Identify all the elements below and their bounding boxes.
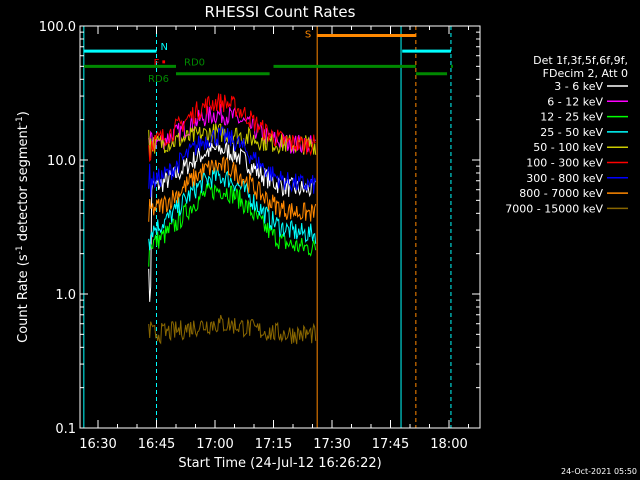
legend-entry-label: 50 - 100 keV xyxy=(533,141,603,154)
x-tick-label: 17:30 xyxy=(313,437,350,452)
series-layer xyxy=(148,93,317,345)
y-tick-label: 0.1 xyxy=(55,422,76,437)
legend-entry-label: 6 - 12 keV xyxy=(547,95,603,108)
legend-entry-label: 300 - 800 keV xyxy=(526,172,603,185)
flag-label-S: S xyxy=(305,29,311,40)
y-axis-label-part: detector segment xyxy=(16,125,31,245)
series-line-6 xyxy=(148,126,317,198)
flag-label-RD6: RD6 xyxy=(148,74,169,85)
vertical-markers xyxy=(83,26,452,428)
legend-entry-label: 7000 - 15000 keV xyxy=(505,202,603,215)
y-axis-label-part: Count Rate (s xyxy=(16,254,31,343)
y-axis-label-part: ) xyxy=(16,111,31,116)
series-line-0 xyxy=(148,140,317,302)
x-axis-label: Start Time (24-Jul-12 16:26:22) xyxy=(178,456,381,471)
legend-entry-label: 25 - 50 keV xyxy=(540,126,603,139)
flag-layer: N S F RD0 RD6 xyxy=(83,29,453,85)
y-axis-label-part: -1 xyxy=(15,116,25,125)
legend-entry-label: 12 - 25 keV xyxy=(540,111,603,124)
legend-title-line: FDecim 2, Att 0 xyxy=(543,67,628,80)
series-line-2 xyxy=(148,182,317,267)
timestamp: 24-Oct-2021 05:50 xyxy=(561,467,637,476)
y-tick-label: 1.0 xyxy=(55,288,76,303)
flag-label-F: F xyxy=(154,58,160,69)
flag-label-N: N xyxy=(161,42,168,53)
x-axis: 16:30 16:45 17:00 17:15 17:30 17:45 18:00 xyxy=(79,26,469,452)
chart-title: RHESSI Count Rates xyxy=(205,3,356,21)
y-tick-label: 10.0 xyxy=(47,154,76,169)
plot-frame xyxy=(79,25,481,429)
series-line-5 xyxy=(148,93,316,163)
legend-title-line: Det 1f,3f,5f,6f,9f, xyxy=(533,54,628,67)
x-tick-label: 17:45 xyxy=(372,437,409,452)
x-tick-label: 17:15 xyxy=(255,437,292,452)
x-tick-label: 16:30 xyxy=(79,437,116,452)
series-line-8 xyxy=(148,314,317,345)
legend-entry-label: 800 - 7000 keV xyxy=(519,187,603,200)
legend-entry-label: 3 - 6 keV xyxy=(554,80,603,93)
y-tick-label: 100.0 xyxy=(39,20,76,35)
y-axis-label: Count Rate (s-1 detector segment-1) xyxy=(15,111,31,343)
plot-area: N S F RD0 RD6 xyxy=(83,26,453,428)
flag-label-RD0: RD0 xyxy=(184,57,205,68)
y-axis-label-part: -1 xyxy=(15,245,25,254)
y-axis: 0.1 1.0 10.0 100.0 xyxy=(39,20,480,437)
x-tick-label: 18:00 xyxy=(430,437,467,452)
series-line-7 xyxy=(148,156,317,222)
legend: Det 1f,3f,5f,6f,9f,FDecim 2, Att 03 - 6 … xyxy=(505,54,628,215)
legend-entry-label: 100 - 300 keV xyxy=(526,157,603,170)
x-tick-label: 16:45 xyxy=(138,437,175,452)
x-tick-label: 17:00 xyxy=(196,437,233,452)
series-line-3 xyxy=(148,167,317,251)
series-line-1 xyxy=(148,104,316,155)
